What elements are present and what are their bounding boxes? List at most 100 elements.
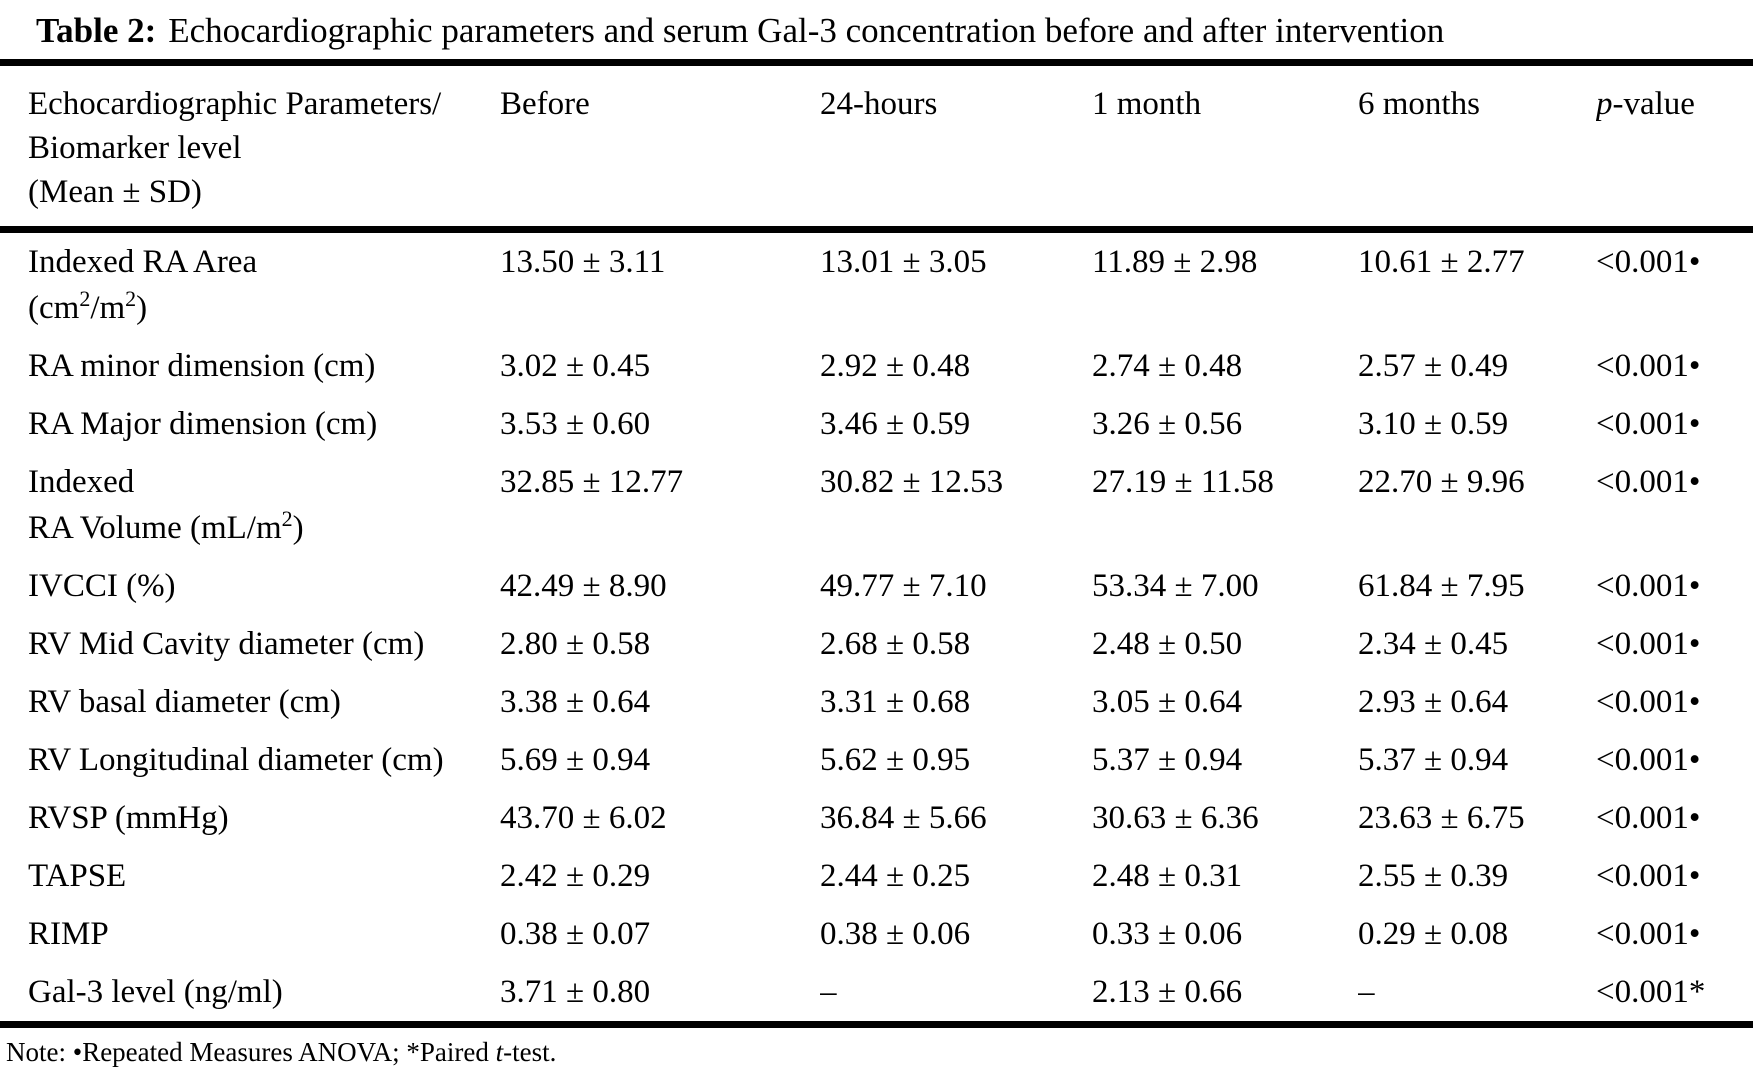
- label-text: Indexed: [28, 464, 135, 500]
- footnote-text: Note: •Repeated Measures ANOVA; *Paired: [6, 1037, 496, 1067]
- header-line: (Mean ± SD): [28, 174, 202, 210]
- table-row: RA minor dimension (cm) 3.02 ± 0.45 2.92 ±…: [0, 337, 1753, 395]
- table-header: Echocardiographic Parameters/ Biomarker …: [0, 63, 1753, 230]
- cell-value: 2.80 ± 0.58: [500, 626, 651, 662]
- label-text: RA Major dimension (cm): [28, 406, 378, 442]
- p-value-cell: <0.001•: [1596, 568, 1701, 604]
- label-text: RV Mid Cavity diameter (cm): [28, 626, 425, 662]
- p-value-cell: <0.001•: [1596, 800, 1701, 836]
- cell-value: 5.37 ± 0.94: [1358, 742, 1509, 778]
- cell-value: 2.44 ± 0.25: [820, 858, 971, 894]
- p-value-cell: <0.001•: [1596, 244, 1701, 280]
- cell-value: 3.31 ± 0.68: [820, 684, 971, 720]
- footnote: Note: •Repeated Measures ANOVA; *Paired …: [0, 1028, 1753, 1068]
- header-pvalue: p-value: [1596, 63, 1753, 230]
- cell-value: 2.57 ± 0.49: [1358, 348, 1509, 384]
- cell-value: 36.84 ± 5.66: [820, 800, 987, 836]
- cell-value: 2.93 ± 0.64: [1358, 684, 1509, 720]
- label-text: RA minor dimension (cm): [28, 348, 376, 384]
- cell-value: 2.68 ± 0.58: [820, 626, 971, 662]
- row-label: Indexed RA Area (cm2/m2): [0, 230, 500, 338]
- cell-value: 2.34 ± 0.45: [1358, 626, 1509, 662]
- cell-value: 5.62 ± 0.95: [820, 742, 971, 778]
- label-text: RA Volume (mL/m: [28, 510, 282, 546]
- header-1month: 1 month: [1092, 86, 1202, 122]
- cell-value: 2.13 ± 0.66: [1092, 974, 1243, 1010]
- label-text: IVCCI (%): [28, 568, 176, 604]
- superscript: 2: [79, 286, 91, 311]
- label-text: Indexed RA Area: [28, 244, 258, 280]
- cell-value: 3.46 ± 0.59: [820, 406, 971, 442]
- cell-value: 11.89 ± 2.98: [1092, 244, 1258, 280]
- p-value-cell: <0.001*: [1596, 974, 1706, 1010]
- cell-value: 5.69 ± 0.94: [500, 742, 651, 778]
- header-row: Echocardiographic Parameters/ Biomarker …: [0, 63, 1753, 230]
- cell-value: 43.70 ± 6.02: [500, 800, 667, 836]
- p-value-cell: <0.001•: [1596, 858, 1701, 894]
- row-label: RIMP: [0, 905, 500, 963]
- header-line: Echocardiographic Parameters/: [28, 86, 442, 122]
- cell-value: 61.84 ± 7.95: [1358, 568, 1525, 604]
- cell-value: 3.71 ± 0.80: [500, 974, 651, 1010]
- label-text: ): [292, 510, 304, 546]
- footnote-t-italic: t: [495, 1037, 504, 1067]
- header-6months: 6 months: [1358, 86, 1480, 122]
- cell-value: 13.50 ± 3.11: [500, 244, 666, 280]
- label-text: (cm: [28, 290, 80, 326]
- row-label: RA Major dimension (cm): [0, 395, 500, 453]
- p-value-cell: <0.001•: [1596, 626, 1701, 662]
- p-value-cell: <0.001•: [1596, 406, 1701, 442]
- cell-value: 2.48 ± 0.31: [1092, 858, 1243, 894]
- pvalue-p-italic: p: [1596, 86, 1613, 122]
- cell-value: 30.63 ± 6.36: [1092, 800, 1259, 836]
- cell-value: 10.61 ± 2.77: [1358, 244, 1525, 280]
- p-value-cell: <0.001•: [1596, 464, 1701, 500]
- p-value-cell: <0.001•: [1596, 916, 1701, 952]
- cell-value: 3.26 ± 0.56: [1092, 406, 1243, 442]
- label-text: TAPSE: [28, 858, 127, 894]
- header-before: Before: [500, 86, 590, 122]
- cell-value: 0.38 ± 0.06: [820, 916, 971, 952]
- table-number: Table 2:: [36, 11, 157, 50]
- table-row: RIMP 0.38 ± 0.07 0.38 ± 0.06 0.33 ± 0.06 0.2…: [0, 905, 1753, 963]
- label-text: RVSP (mmHg): [28, 800, 229, 836]
- p-value-cell: <0.001•: [1596, 348, 1701, 384]
- cell-value: 22.70 ± 9.96: [1358, 464, 1525, 500]
- table-title: Table 2: Echocardiographic parameters and…: [0, 0, 1753, 59]
- row-label: RA minor dimension (cm): [0, 337, 500, 395]
- row-label: TAPSE: [0, 847, 500, 905]
- row-label: RVSP (mmHg): [0, 789, 500, 847]
- cell-value: 13.01 ± 3.05: [820, 244, 987, 280]
- row-label: RV Mid Cavity diameter (cm): [0, 615, 500, 673]
- cell-value: 2.42 ± 0.29: [500, 858, 651, 894]
- row-label: Gal-3 level (ng/ml): [0, 963, 500, 1025]
- cell-value: 32.85 ± 12.77: [500, 464, 684, 500]
- superscript: 2: [281, 506, 293, 531]
- p-value-cell: <0.001•: [1596, 742, 1701, 778]
- cell-value: 3.38 ± 0.64: [500, 684, 651, 720]
- cell-value: 30.82 ± 12.53: [820, 464, 1004, 500]
- cell-value: –: [1358, 974, 1375, 1010]
- label-text: /m: [90, 290, 126, 326]
- cell-value: 2.55 ± 0.39: [1358, 858, 1509, 894]
- cell-value: 0.33 ± 0.06: [1092, 916, 1243, 952]
- row-label: RV Longitudinal diameter (cm): [0, 731, 500, 789]
- data-table: Echocardiographic Parameters/ Biomarker …: [0, 59, 1753, 1028]
- cell-value: 42.49 ± 8.90: [500, 568, 667, 604]
- label-text: ): [136, 290, 148, 326]
- header-line: Biomarker level: [28, 130, 242, 166]
- table-row: RV Longitudinal diameter (cm) 5.69 ± 0.94…: [0, 731, 1753, 789]
- header-parameters: Echocardiographic Parameters/ Biomarker …: [0, 63, 500, 230]
- table-row: RV Mid Cavity diameter (cm) 2.80 ± 0.58 2.…: [0, 615, 1753, 673]
- cell-value: 0.29 ± 0.08: [1358, 916, 1509, 952]
- table-row: TAPSE 2.42 ± 0.29 2.44 ± 0.25 2.48 ± 0.31 2.…: [0, 847, 1753, 905]
- row-label: IVCCI (%): [0, 557, 500, 615]
- header-24hours: 24-hours: [820, 86, 938, 122]
- p-value-cell: <0.001•: [1596, 684, 1701, 720]
- label-text: RIMP: [28, 916, 109, 952]
- row-label: RV basal diameter (cm): [0, 673, 500, 731]
- table-body: Indexed RA Area (cm2/m2) 13.50 ± 3.11 13.01…: [0, 230, 1753, 1025]
- cell-value: 53.34 ± 7.00: [1092, 568, 1259, 604]
- table-row: RVSP (mmHg) 43.70 ± 6.02 36.84 ± 5.66 30.63…: [0, 789, 1753, 847]
